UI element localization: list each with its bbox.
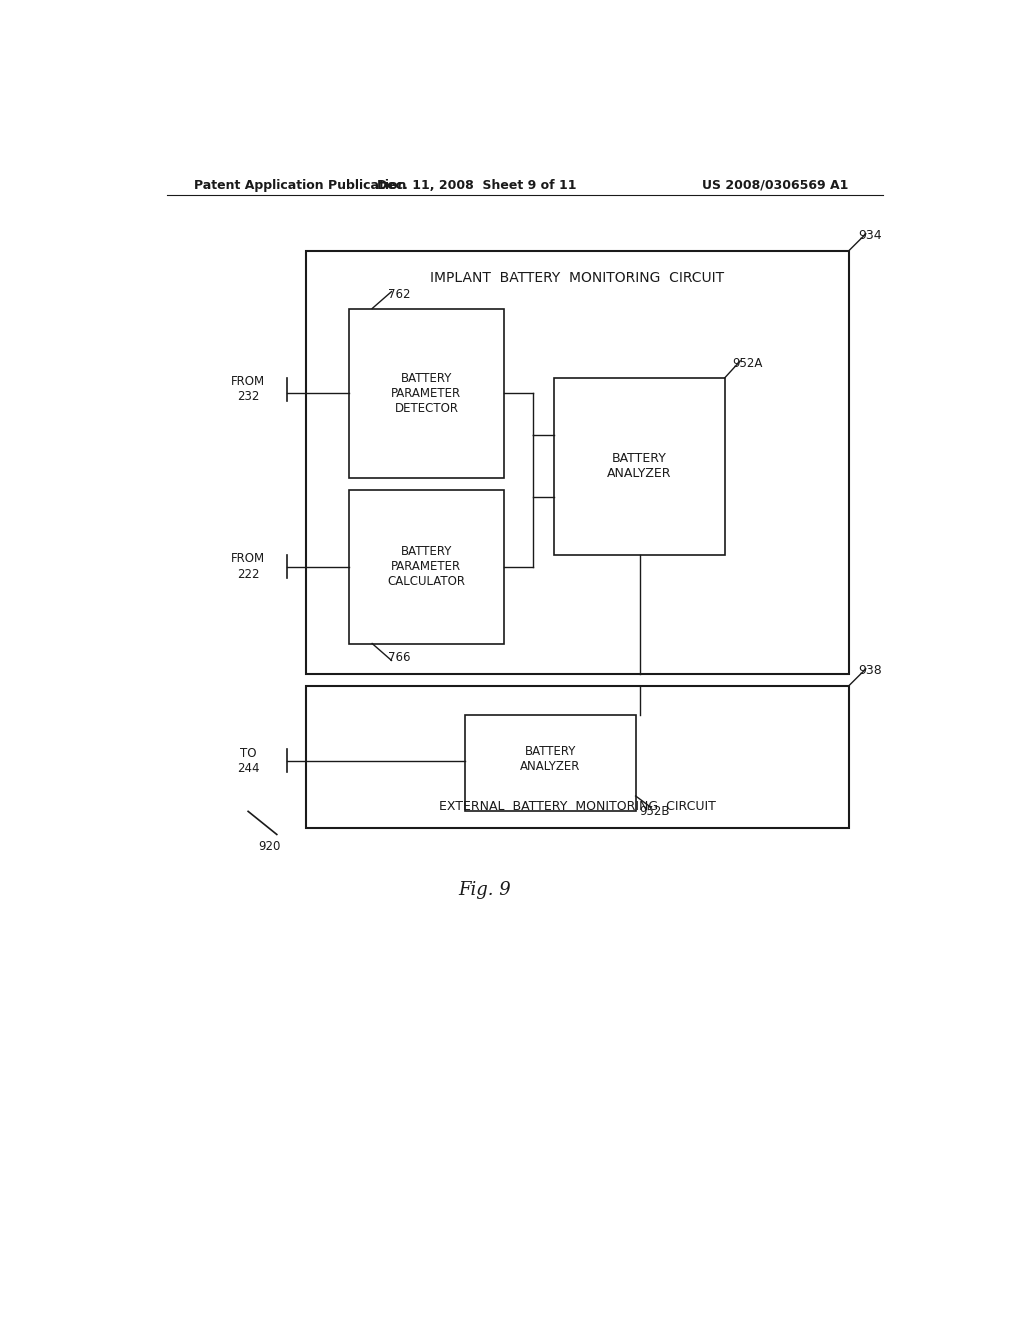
Text: 952A: 952A xyxy=(732,358,763,370)
Text: 938: 938 xyxy=(858,664,882,677)
Text: FROM
232: FROM 232 xyxy=(231,375,265,404)
Text: 934: 934 xyxy=(858,228,882,242)
Text: TO
244: TO 244 xyxy=(237,747,259,775)
Text: BATTERY
PARAMETER
CALCULATOR: BATTERY PARAMETER CALCULATOR xyxy=(387,545,465,587)
Text: 920: 920 xyxy=(258,840,281,853)
Text: 766: 766 xyxy=(388,651,411,664)
Text: Fig. 9: Fig. 9 xyxy=(458,880,511,899)
Text: EXTERNAL  BATTERY  MONITORING  CIRCUIT: EXTERNAL BATTERY MONITORING CIRCUIT xyxy=(439,800,716,813)
Text: BATTERY
ANALYZER: BATTERY ANALYZER xyxy=(607,453,672,480)
Text: 952B: 952B xyxy=(640,805,670,818)
Text: BATTERY
ANALYZER: BATTERY ANALYZER xyxy=(520,746,581,774)
Text: Patent Application Publication: Patent Application Publication xyxy=(194,178,407,191)
Text: Dec. 11, 2008  Sheet 9 of 11: Dec. 11, 2008 Sheet 9 of 11 xyxy=(377,178,577,191)
Text: US 2008/0306569 A1: US 2008/0306569 A1 xyxy=(702,178,849,191)
Text: 762: 762 xyxy=(388,288,411,301)
Text: BATTERY
PARAMETER
DETECTOR: BATTERY PARAMETER DETECTOR xyxy=(391,372,462,414)
Text: IMPLANT  BATTERY  MONITORING  CIRCUIT: IMPLANT BATTERY MONITORING CIRCUIT xyxy=(430,271,725,285)
Text: FROM
222: FROM 222 xyxy=(231,553,265,581)
